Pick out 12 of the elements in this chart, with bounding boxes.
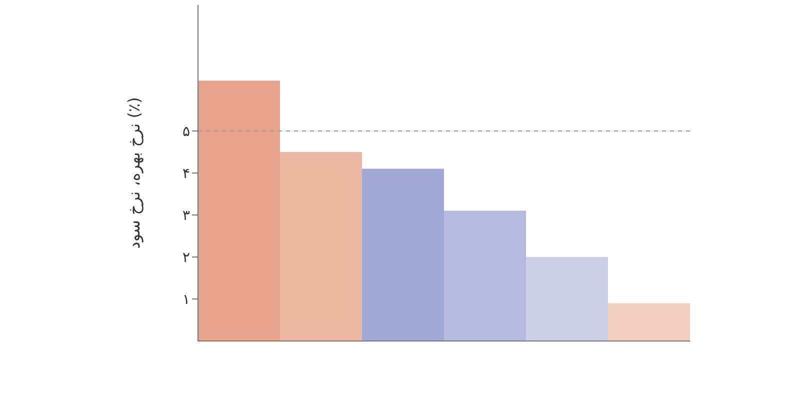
bar bbox=[362, 168, 444, 341]
bar bbox=[198, 80, 280, 341]
bar bbox=[608, 303, 690, 341]
y-tick-label: ۱ bbox=[182, 292, 190, 308]
y-tick-label: ۲ bbox=[182, 250, 190, 266]
y-tick-label: ۴ bbox=[182, 166, 190, 182]
bar bbox=[280, 152, 362, 341]
y-tick-label: ۳ bbox=[182, 208, 190, 224]
y-tick-label: ۵ bbox=[182, 124, 190, 140]
y-axis-title: نرخ بهره، نرخ سود (٪) bbox=[124, 97, 144, 249]
bar bbox=[526, 257, 608, 341]
bar bbox=[444, 210, 526, 341]
